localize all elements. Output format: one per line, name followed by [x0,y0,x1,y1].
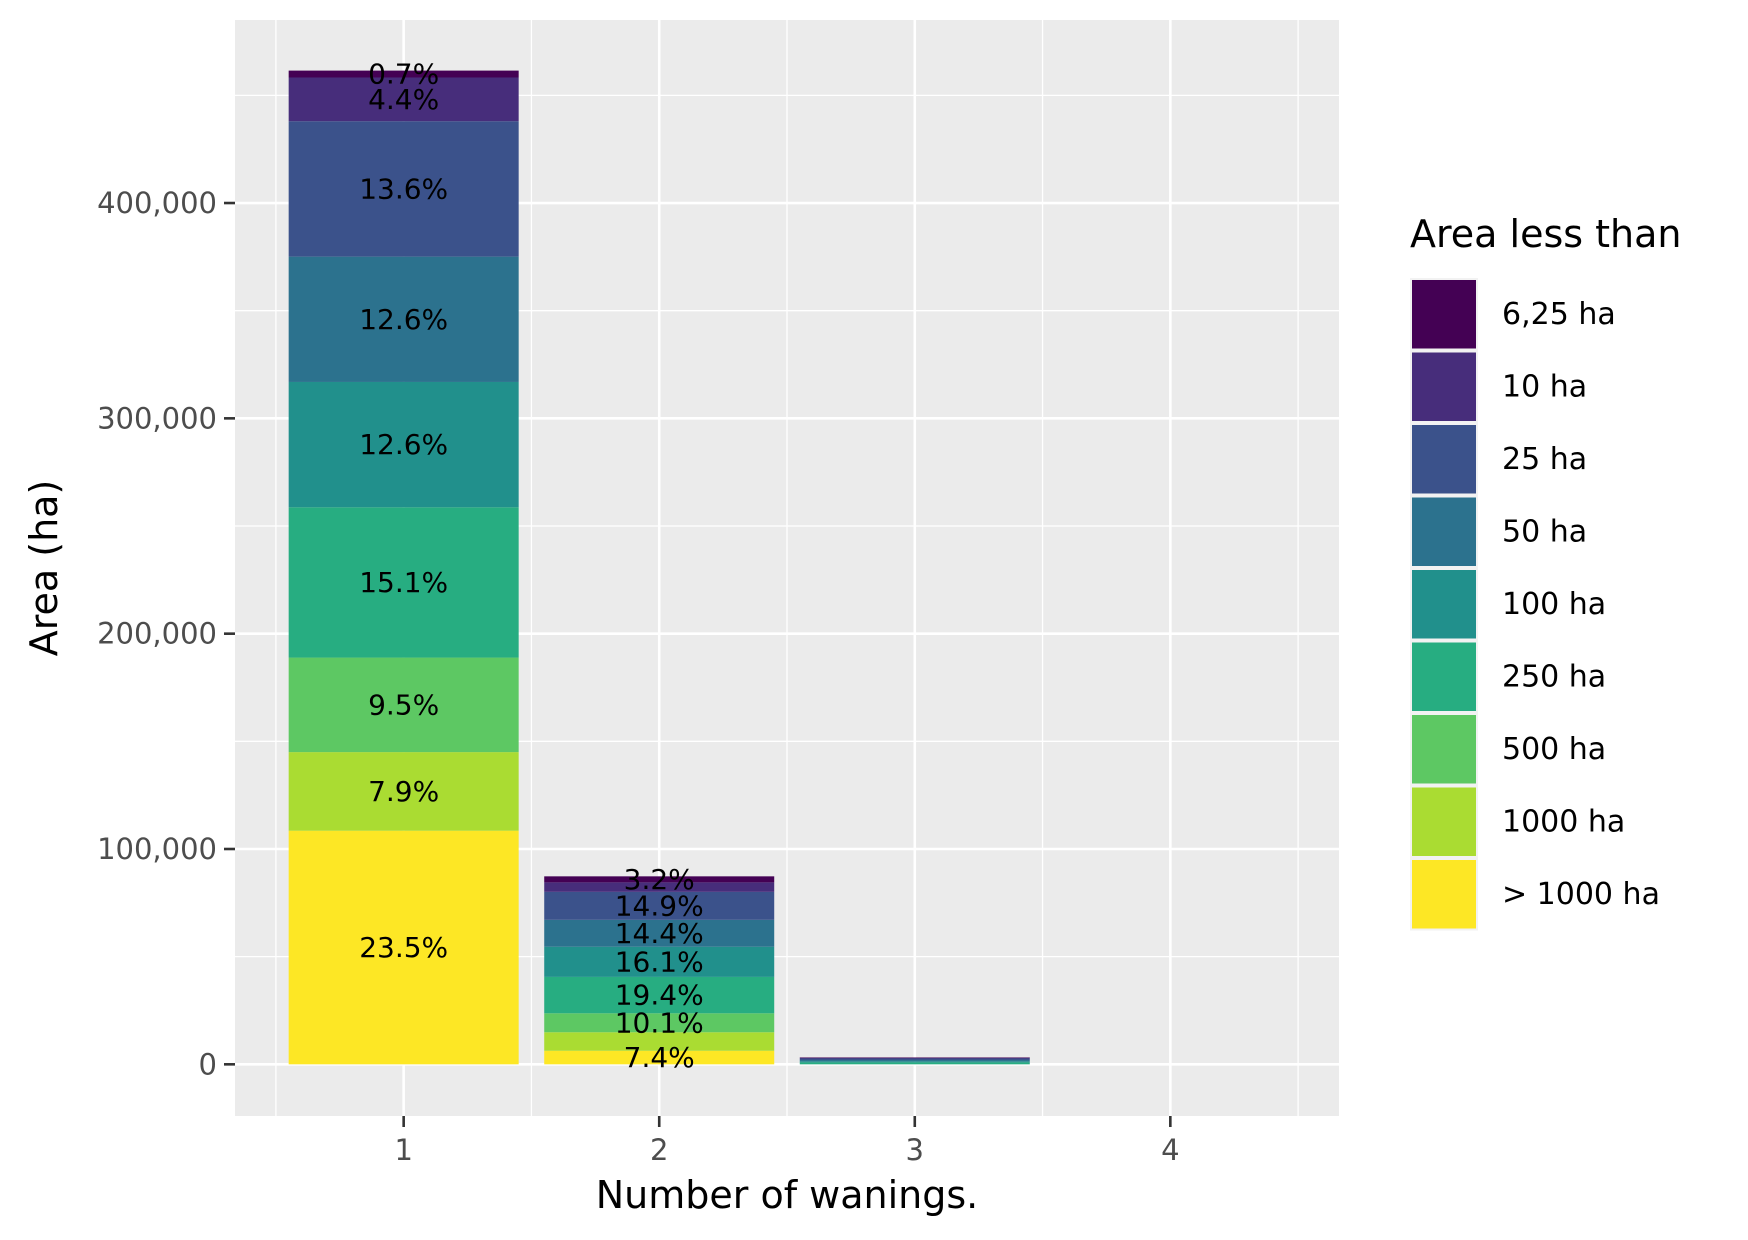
bar-value-label: 7.9% [368,775,439,808]
bar-segment [544,882,775,892]
x-tick-label: 4 [1161,1133,1179,1167]
bar-segment [799,1057,1030,1058]
legend-items: 6,25 ha 10 ha 25 ha 50 ha 100 ha 250 ha 500 ha… [1410,278,1660,931]
y-axis-title: Area (ha) [22,480,66,657]
y-tick-label: 0 [199,1047,217,1081]
legend-swatch [1412,497,1476,566]
bar-segment [288,381,519,508]
bar-value-label: 9.5% [368,688,439,721]
x-tick-label: 2 [650,1133,668,1167]
y-axis: 0 100,000 200,000 300,000 400,000 [97,186,235,1081]
bar-segment [544,1032,775,1051]
bar-value-label: 16.1% [615,945,704,978]
legend-swatch [1412,642,1476,711]
bar-value-label: 10.1% [615,1006,704,1039]
bar-value-label: 15.1% [359,566,448,599]
legend-swatch [1412,860,1476,929]
bar-segment [288,256,519,382]
y-tick-label: 300,000 [97,401,217,435]
bar-value-label: 7.4% [624,1041,695,1074]
bar-value-label: 13.6% [359,172,448,205]
legend-swatch [1412,787,1476,856]
bar-segment [288,121,519,257]
bar-segment [544,876,775,883]
bar-segment [288,657,519,753]
bar-segment [544,976,775,1014]
bar-segment [288,77,519,122]
x-axis: 1 2 3 4 [394,1116,1180,1167]
bar-segment [288,507,519,658]
bar-segment [288,752,519,831]
bar-segment [544,1050,775,1065]
bar-segment [799,1060,1030,1062]
legend-swatch [1412,570,1476,639]
bar-value-label: 12.6% [359,303,448,336]
bar-segment [544,891,775,920]
legend-title: Area less than [1410,212,1682,256]
legend-label: 6,25 ha [1502,297,1616,332]
bar-value-label: 19.4% [615,979,704,1012]
bar-segment [799,1062,1030,1065]
bar-value-label: 14.9% [615,889,704,922]
bar-value-label: 14.4% [615,917,704,950]
bar-value-labels: 23.5% 7.9% 9.5% 15.1% 12.6% 12.6% 13.6% 4.4%0.7… [359,58,704,1074]
bar-segment [544,919,775,947]
bar-value-label: 0.7% [368,58,439,91]
y-tick-label: 200,000 [97,617,217,651]
bar-segment [288,70,519,78]
legend-swatch [1412,425,1476,494]
legend-label: 25 ha [1502,442,1587,477]
legend-label: 10 ha [1502,369,1587,404]
legend: Area less than 6,25 ha 10 ha 25 ha 50 ha 100… [1410,212,1682,931]
legend-swatch [1412,715,1476,784]
bar-value-label: 3.2% [624,863,695,896]
legend-label: 500 ha [1502,732,1606,767]
bar-segment [799,1061,1030,1063]
legend-swatch [1412,280,1476,349]
bar-segment [799,1058,1030,1061]
x-tick-label: 1 [394,1133,412,1167]
legend-label: 1000 ha [1502,804,1625,839]
y-tick-label: 400,000 [97,186,217,220]
bar-segment [544,1013,775,1033]
x-axis-title: Number of wanings. [596,1173,979,1217]
bar-value-label: 4.4% [368,83,439,116]
bar-stacks [288,70,1030,1065]
legend-label: 250 ha [1502,659,1606,694]
y-tick-label: 100,000 [97,832,217,866]
legend-label: > 1000 ha [1502,877,1660,912]
x-tick-label: 3 [906,1133,924,1167]
bar-segment [288,830,519,1065]
bar-value-label: 12.6% [359,428,448,461]
legend-label: 50 ha [1502,514,1587,549]
legend-label: 100 ha [1502,587,1606,622]
bar-value-label: 23.5% [359,931,448,964]
legend-swatch [1412,352,1476,421]
bar-segment [799,1057,1030,1059]
bar-segment [544,946,775,977]
